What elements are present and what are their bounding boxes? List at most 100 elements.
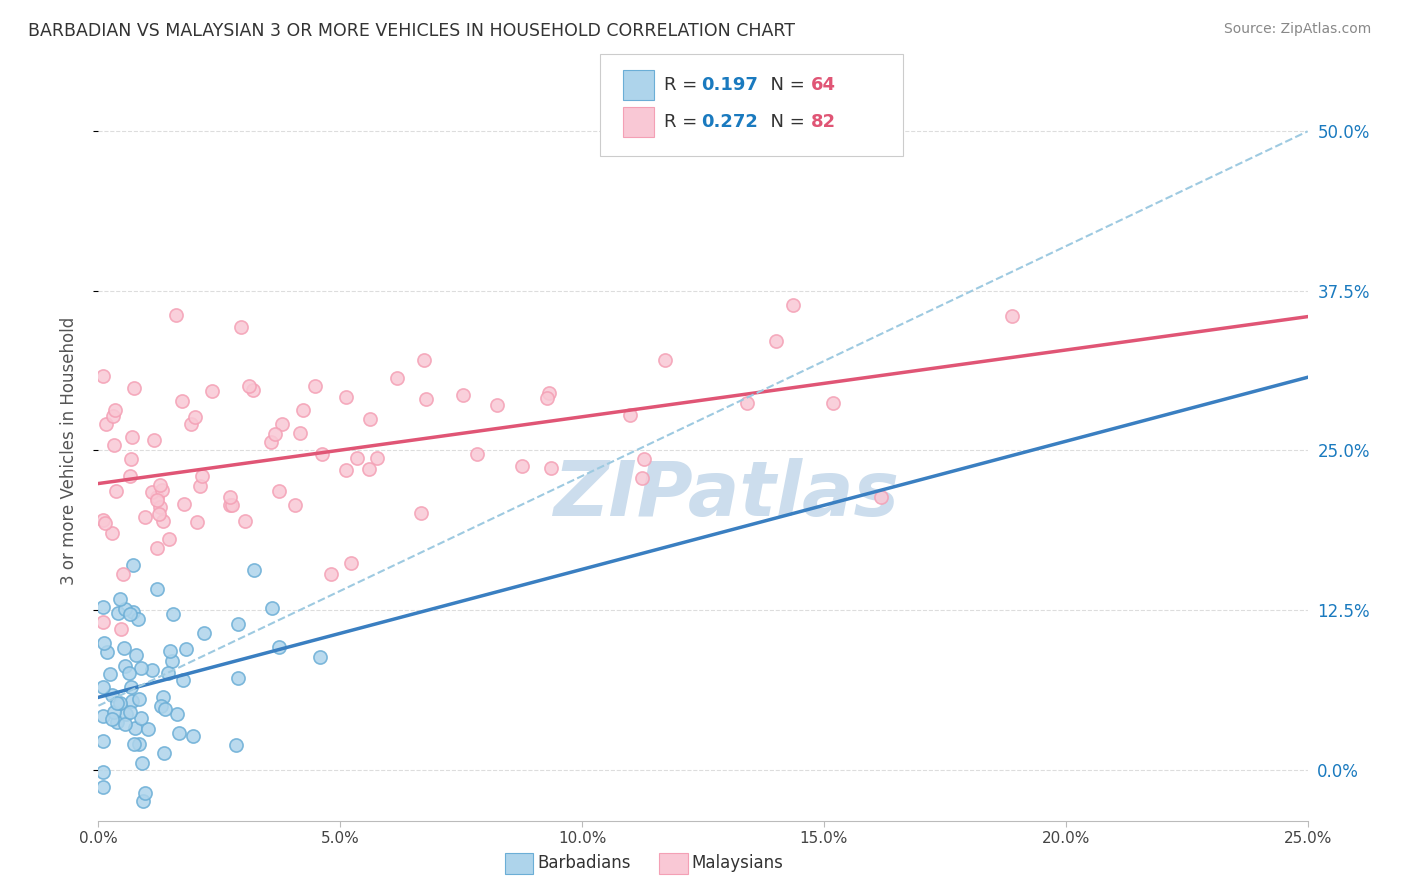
Point: [465, 447, 488, 461]
Point: [96, 417, 118, 431]
Text: 0.197: 0.197: [702, 76, 758, 94]
Point: [91, 780, 114, 794]
Point: [821, 395, 844, 409]
Point: [121, 430, 143, 444]
Point: [115, 707, 138, 722]
Text: 64: 64: [811, 76, 837, 94]
Point: [162, 607, 184, 621]
Point: [141, 485, 163, 500]
Point: [91, 709, 114, 723]
Point: [226, 671, 249, 685]
Point: [200, 384, 222, 398]
Point: [131, 756, 153, 770]
Point: [193, 626, 215, 640]
Point: [112, 640, 135, 655]
Point: [631, 471, 654, 485]
Point: [100, 526, 122, 541]
Point: [114, 717, 136, 731]
Point: [114, 602, 136, 616]
Point: [104, 403, 127, 417]
Point: [180, 417, 202, 432]
Point: [91, 734, 114, 748]
Point: [134, 510, 156, 524]
Point: [118, 666, 141, 681]
Point: [91, 764, 114, 779]
Point: [319, 567, 342, 582]
Point: [132, 794, 155, 808]
Text: BARBADIAN VS MALAYSIAN 3 OR MORE VEHICLES IN HOUSEHOLD CORRELATION CHART: BARBADIAN VS MALAYSIAN 3 OR MORE VEHICLE…: [28, 22, 796, 40]
Text: R =: R =: [664, 113, 703, 131]
Point: [184, 409, 207, 424]
Point: [118, 706, 141, 720]
Point: [160, 654, 183, 668]
Point: [91, 615, 114, 630]
Point: [304, 379, 326, 393]
Point: [146, 491, 169, 505]
Point: [143, 433, 166, 447]
Point: [134, 786, 156, 800]
Point: [128, 737, 150, 751]
Text: Source: ZipAtlas.com: Source: ZipAtlas.com: [1223, 22, 1371, 37]
Point: [346, 451, 368, 466]
Point: [451, 388, 474, 402]
Point: [152, 514, 174, 528]
Text: 0.272: 0.272: [702, 113, 758, 131]
Text: 82: 82: [811, 113, 837, 131]
Point: [146, 582, 169, 596]
Point: [103, 705, 125, 719]
Point: [110, 623, 132, 637]
Text: R =: R =: [664, 76, 703, 94]
Point: [335, 463, 357, 477]
Point: [412, 353, 434, 368]
Point: [221, 499, 243, 513]
Point: [122, 381, 145, 395]
Point: [238, 379, 260, 393]
Point: [149, 500, 172, 515]
Point: [290, 425, 312, 440]
Point: [242, 383, 264, 397]
Point: [335, 390, 357, 404]
Point: [136, 722, 159, 736]
Point: [91, 680, 114, 694]
Point: [485, 398, 508, 412]
Point: [173, 497, 195, 511]
Point: [152, 690, 174, 704]
Point: [156, 666, 179, 681]
Point: [186, 515, 208, 529]
Point: [93, 636, 115, 650]
Point: [233, 514, 256, 528]
Point: [148, 507, 170, 521]
Point: [153, 702, 176, 716]
Point: [385, 371, 408, 385]
Point: [536, 392, 558, 406]
Point: [94, 516, 117, 530]
Point: [366, 450, 388, 465]
Point: [141, 663, 163, 677]
Point: [120, 680, 142, 694]
Point: [127, 612, 149, 626]
Point: [146, 541, 169, 556]
Point: [267, 484, 290, 499]
Point: [242, 563, 264, 577]
Point: [267, 640, 290, 655]
Point: [537, 386, 560, 401]
Point: [166, 706, 188, 721]
Point: [105, 714, 128, 729]
Point: [181, 729, 204, 743]
Point: [765, 334, 787, 349]
Point: [96, 645, 118, 659]
Point: [122, 605, 145, 619]
Point: [165, 308, 187, 322]
Point: [122, 737, 145, 751]
Point: [120, 452, 142, 467]
Point: [150, 483, 173, 497]
Point: [174, 642, 197, 657]
Point: [121, 693, 143, 707]
Point: [157, 532, 180, 546]
Point: [108, 591, 131, 606]
Point: [103, 438, 125, 452]
Point: [359, 412, 381, 426]
Point: [105, 696, 128, 710]
Point: [1000, 309, 1022, 323]
Point: [188, 479, 211, 493]
